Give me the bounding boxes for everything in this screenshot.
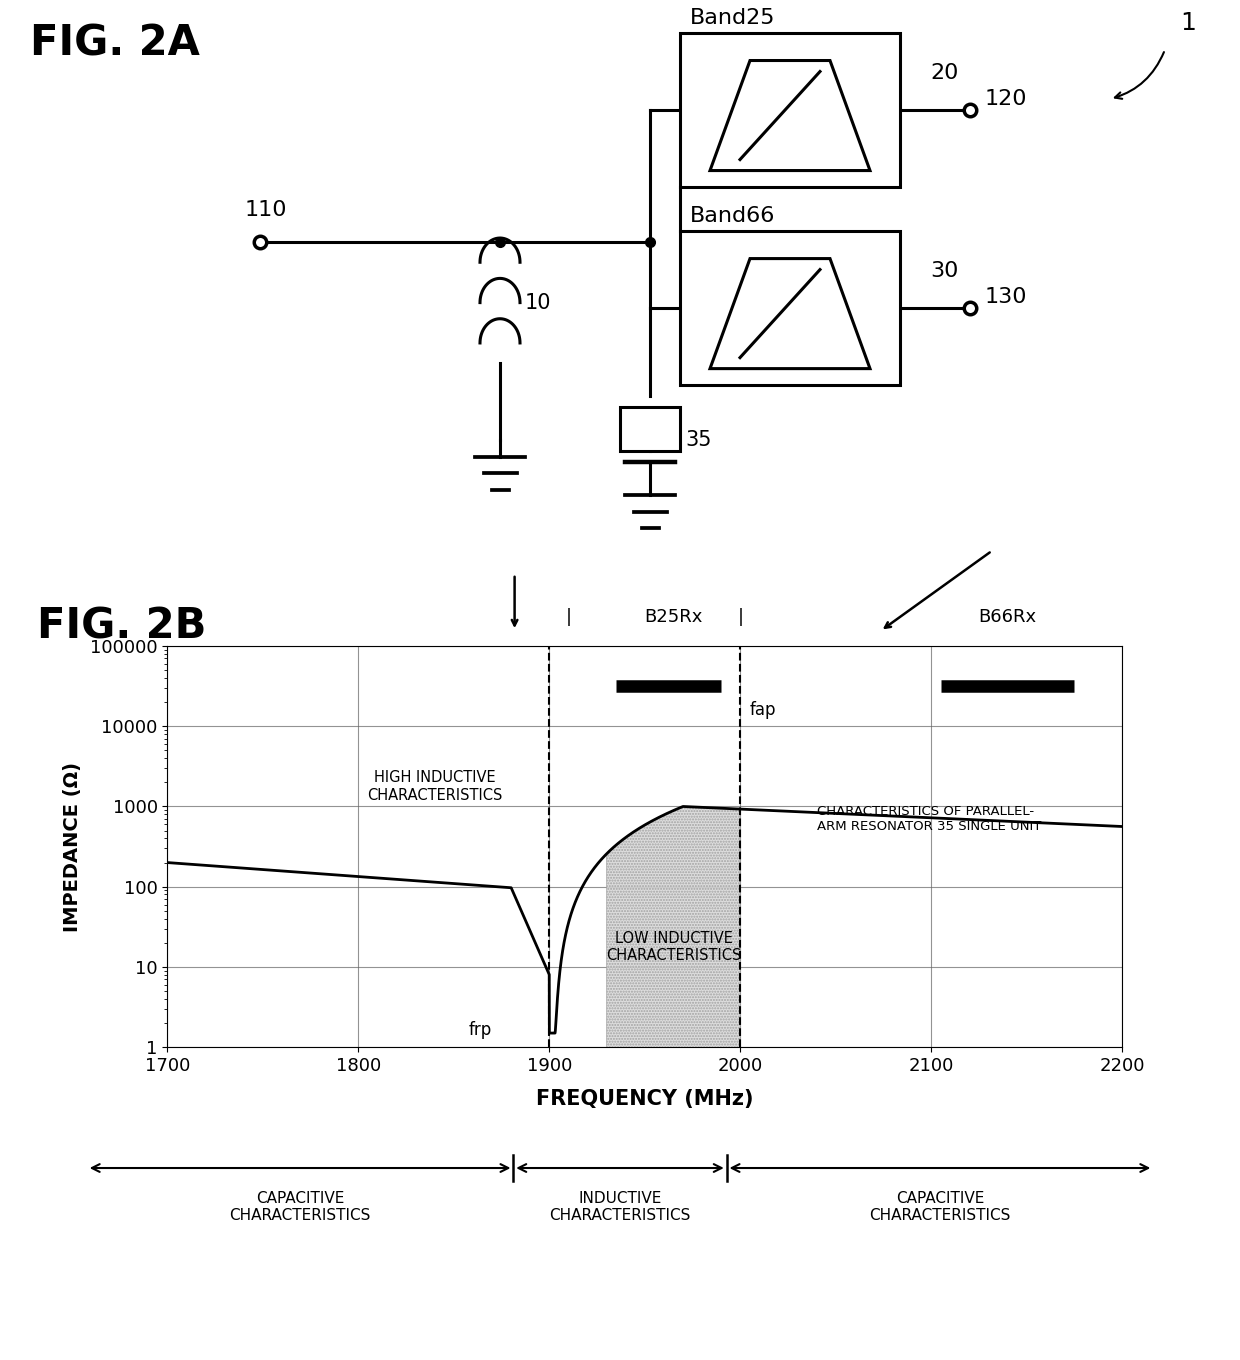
- Text: FIG. 2A: FIG. 2A: [30, 22, 200, 64]
- Bar: [680, 231, 900, 385]
- Bar: [620, 407, 680, 452]
- Text: 1: 1: [1180, 11, 1195, 35]
- FancyArrowPatch shape: [1115, 52, 1164, 99]
- Text: FIG. 2B: FIG. 2B: [37, 605, 207, 647]
- Text: CHARACTERISTICS OF PARALLEL-
ARM RESONATOR 35 SINGLE UNIT: CHARACTERISTICS OF PARALLEL- ARM RESONAT…: [817, 805, 1042, 832]
- X-axis label: FREQUENCY (MHz): FREQUENCY (MHz): [536, 1089, 754, 1108]
- Text: INDUCTIVE
CHARACTERISTICS: INDUCTIVE CHARACTERISTICS: [549, 1191, 691, 1224]
- Text: 30: 30: [930, 261, 959, 280]
- Text: fap: fap: [750, 702, 776, 719]
- Text: LOW INDUCTIVE
CHARACTERISTICS: LOW INDUCTIVE CHARACTERISTICS: [606, 930, 742, 963]
- Text: Band66: Band66: [689, 205, 775, 226]
- Text: |: |: [565, 608, 572, 626]
- Text: 20: 20: [930, 63, 959, 83]
- Y-axis label: IMPEDANCE (Ω): IMPEDANCE (Ω): [63, 762, 82, 932]
- Text: HIGH INDUCTIVE
CHARACTERISTICS: HIGH INDUCTIVE CHARACTERISTICS: [367, 770, 502, 802]
- Bar: [680, 33, 900, 188]
- Text: 130: 130: [985, 287, 1028, 307]
- Text: 110: 110: [246, 200, 288, 220]
- Text: Band25: Band25: [689, 8, 775, 27]
- Text: |: |: [738, 608, 743, 626]
- Text: B25Rx: B25Rx: [645, 608, 703, 626]
- Text: CAPACITIVE
CHARACTERISTICS: CAPACITIVE CHARACTERISTICS: [229, 1191, 371, 1224]
- Text: frp: frp: [469, 1021, 492, 1039]
- Text: 120: 120: [985, 88, 1028, 109]
- Text: 10: 10: [525, 292, 552, 313]
- Text: CAPACITIVE
CHARACTERISTICS: CAPACITIVE CHARACTERISTICS: [869, 1191, 1011, 1224]
- Text: B66Rx: B66Rx: [978, 608, 1037, 626]
- Text: 35: 35: [684, 430, 712, 450]
